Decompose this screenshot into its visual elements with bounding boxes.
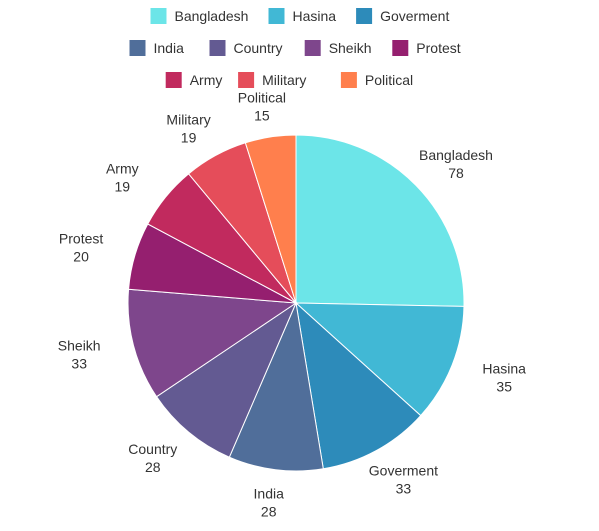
slice-label-bangladesh: Bangladesh 78 [419,147,493,181]
slice-label-value: 20 [73,249,89,265]
pie-slice-sheikh[interactable] [127,288,298,398]
legend-swatch [392,40,409,56]
legend-swatch [150,8,167,24]
pie-slice-hasina[interactable] [294,302,465,417]
slice-label-name: Hasina [482,361,526,377]
slice-label-protest: Protest 20 [59,231,103,265]
legend-label: Hasina [293,8,337,24]
slice-label-value: 19 [181,130,197,146]
slice-label-name: Country [128,441,177,457]
slice-label-name: Goverment [369,463,438,479]
legend-swatch [165,72,182,88]
legend-swatch [238,72,255,88]
slice-labels: Bangladesh78Hasina35Goverment33India28Co… [58,89,526,519]
legend-label: Military [262,72,306,88]
legend-item-political[interactable]: Political [340,72,413,88]
slice-label-hasina: Hasina 35 [482,361,526,395]
legend-label: Political [365,72,413,88]
legend-item-hasina[interactable]: Hasina [268,8,337,24]
legend-label: Goverment [380,8,449,24]
legend-swatch [356,8,373,24]
legend-label: Army [190,72,223,88]
legend-swatch [268,8,285,24]
pie-slice-country[interactable] [155,301,298,458]
legend-item-india[interactable]: India [129,40,185,56]
slice-label-value: 19 [115,179,131,195]
slice-label-value: 33 [71,355,87,371]
legend-item-bangladesh[interactable]: Bangladesh [150,8,249,24]
legend-item-protest[interactable]: Protest [392,40,461,56]
slice-label-value: 33 [396,481,412,497]
slice-label-political: Political 15 [238,89,286,123]
slice-label-name: Sheikh [58,337,101,353]
slice-label-value: 15 [254,107,270,123]
slice-label-value: 28 [145,459,161,475]
pie-slice-bangladesh[interactable] [295,134,465,307]
pie-slices [127,134,465,472]
legend-item-country[interactable]: Country [209,40,283,56]
pie-slice-goverment[interactable] [295,301,422,470]
legend-item-sheikh[interactable]: Sheikh [304,40,372,56]
slice-label-name: India [254,486,285,502]
legend-label: India [154,40,185,56]
legend-swatch [340,72,357,88]
legend-item-goverment[interactable]: Goverment [356,8,449,24]
legend-item-military[interactable]: Military [238,72,306,88]
legend-swatch [304,40,321,56]
slice-label-goverment: Goverment 33 [369,463,438,497]
legend-swatch [209,40,226,56]
slice-label-name: Political [238,89,286,105]
slice-label-value: 78 [448,165,464,181]
slice-label-value: 35 [496,379,512,395]
pie-slice-political[interactable] [244,134,297,304]
legend-label: Protest [416,40,460,56]
legend-label: Sheikh [329,40,372,56]
slice-label-value: 28 [261,504,277,520]
slice-label-country: Country 28 [128,441,177,475]
slice-label-name: Protest [59,231,103,247]
legend-swatch [129,40,146,56]
slice-label-india: India 28 [254,486,285,520]
pie-slice-india[interactable] [228,301,324,472]
legend-item-army[interactable]: Army [165,72,223,88]
legend: Bangladesh Hasina Goverment India Country She… [129,8,461,88]
slice-label-army: Army 19 [106,161,139,195]
slice-label-military: Military 19 [166,112,210,146]
slice-label-name: Bangladesh [419,147,493,163]
legend-label: Country [234,40,283,56]
slice-label-sheikh: Sheikh 33 [58,337,101,371]
slice-label-name: Army [106,161,139,177]
legend-label: Bangladesh [175,8,249,24]
slice-label-name: Military [166,112,210,128]
